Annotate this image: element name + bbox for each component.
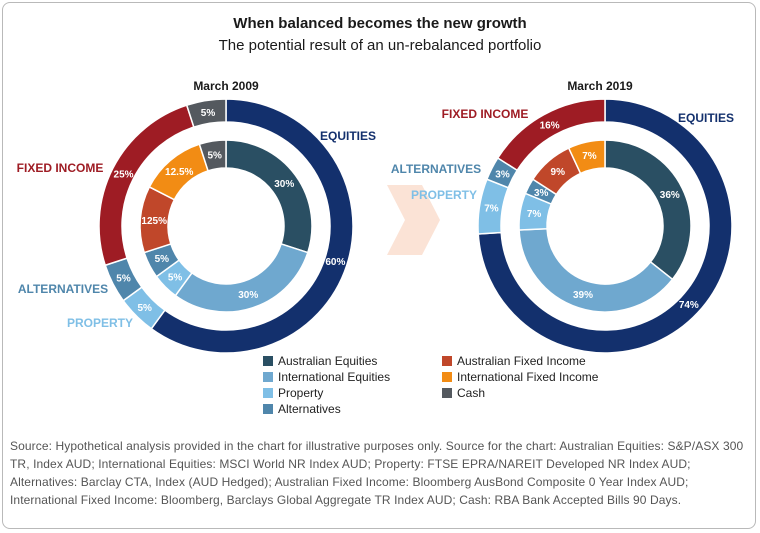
legend-label: Australian Fixed Income (457, 354, 586, 368)
chart-2009-inner-slice-cash (198, 139, 227, 172)
chart-2009-outer-slice-label-property: 5% (137, 303, 152, 314)
legend-label: Property (278, 386, 324, 400)
legend-label: Alternatives (278, 402, 341, 416)
chart-2009-inner-slice-label-cash: 5% (208, 150, 223, 161)
legend-swatch (263, 356, 273, 366)
chart-2019-inner-slice-label-australian_equities: 36% (660, 190, 680, 201)
legend-swatch (442, 388, 452, 398)
chart-2009-group-label-alternatives: ALTERNATIVES (18, 282, 108, 296)
chart-2019-inner-slice-label-australian_fixed_income: 9% (551, 167, 566, 178)
chart-2019-inner-slice-australian_equities (604, 139, 692, 281)
chart-2019-inner-slice-international_equities (518, 227, 674, 313)
chart-2019-outer-slice-label-fixed_income: 16% (540, 121, 560, 132)
source-note: Source: Hypothetical analysis provided i… (10, 439, 744, 507)
chart-2009-outer-slice-label-alternatives: 5% (116, 274, 131, 285)
chart-2009-group-label-fixed-income: FIXED INCOME (17, 161, 104, 175)
chart-2019-inner-slice-label-property: 7% (527, 209, 542, 220)
transition-arrow (387, 185, 440, 255)
legend-swatch (442, 356, 452, 366)
legend-label: International Fixed Income (457, 370, 599, 384)
chart-2009-outer-slice-label-equities: 60% (325, 257, 345, 268)
chart-2019-group-label-fixed-income: FIXED INCOME (442, 107, 529, 121)
chart-2009-outer-slice-label-cash: 5% (201, 108, 216, 119)
chart-2009-inner-slice-australian_equities (225, 139, 313, 254)
chart-2019-outer-slice-label-equities: 74% (679, 300, 699, 311)
chart-2009-group-label-property: PROPERTY (67, 316, 133, 330)
chart-2019-outer-slice-label-property: 7% (484, 204, 499, 215)
chart-2009-inner-slice-label-alternatives: 5% (155, 254, 170, 265)
chart-2019-inner-slice-label-alternatives: 3% (534, 188, 549, 199)
chart-2019-inner-slice-international_fixed_income (567, 139, 606, 175)
chart-2009-inner-slice-label-international_fixed_income: 12.5% (165, 167, 193, 178)
legend-label: Australian Equities (278, 354, 378, 368)
chart-2009-outer-slice-label-fixed_income: 25% (114, 169, 134, 180)
chart-2009-inner-slice-label-international_equities: 30% (238, 290, 258, 301)
legend-swatch (263, 404, 273, 414)
chart-2009-inner-slice-international_equities (174, 242, 309, 313)
chart-2009-title: March 2009 (193, 79, 259, 93)
chart-2009-inner-slice-label-property: 5% (168, 272, 183, 283)
chart-2009-inner-slice-label-australian_equities: 30% (274, 179, 294, 190)
chart-2019-inner-slice-label-international_fixed_income: 7% (582, 151, 597, 162)
legend-swatch (263, 388, 273, 398)
chart-2009-outer-slice-cash (185, 98, 227, 129)
chart-2019-outer-slice-fixed_income (496, 98, 606, 172)
chart-2009-inner-slice-label-australian_fixed_income: 125% (141, 216, 167, 227)
chart-2019-outer-slice-equities (477, 98, 733, 354)
legend-label: International Equities (278, 370, 391, 384)
chart-2019-group-label-property: PROPERTY (411, 188, 477, 202)
legend-label: Cash (457, 386, 486, 400)
chart-title: When balanced becomes the new growth (233, 15, 527, 32)
legend-swatch (442, 372, 452, 382)
chart-2019-outer-slice-label-alternatives: 3% (495, 169, 510, 180)
chart-subtitle: The potential result of an un-rebalanced… (218, 37, 542, 54)
legend-swatch (263, 372, 273, 382)
chart-2019-inner-slice-label-international_equities: 39% (573, 290, 593, 301)
chart-2009-group-label-equities: EQUITIES (320, 129, 376, 143)
chart-2019-title: March 2019 (567, 79, 633, 93)
chart-2019-group-label-equities: EQUITIES (678, 111, 734, 125)
chart-2019-group-label-alternatives: ALTERNATIVES (391, 162, 481, 176)
